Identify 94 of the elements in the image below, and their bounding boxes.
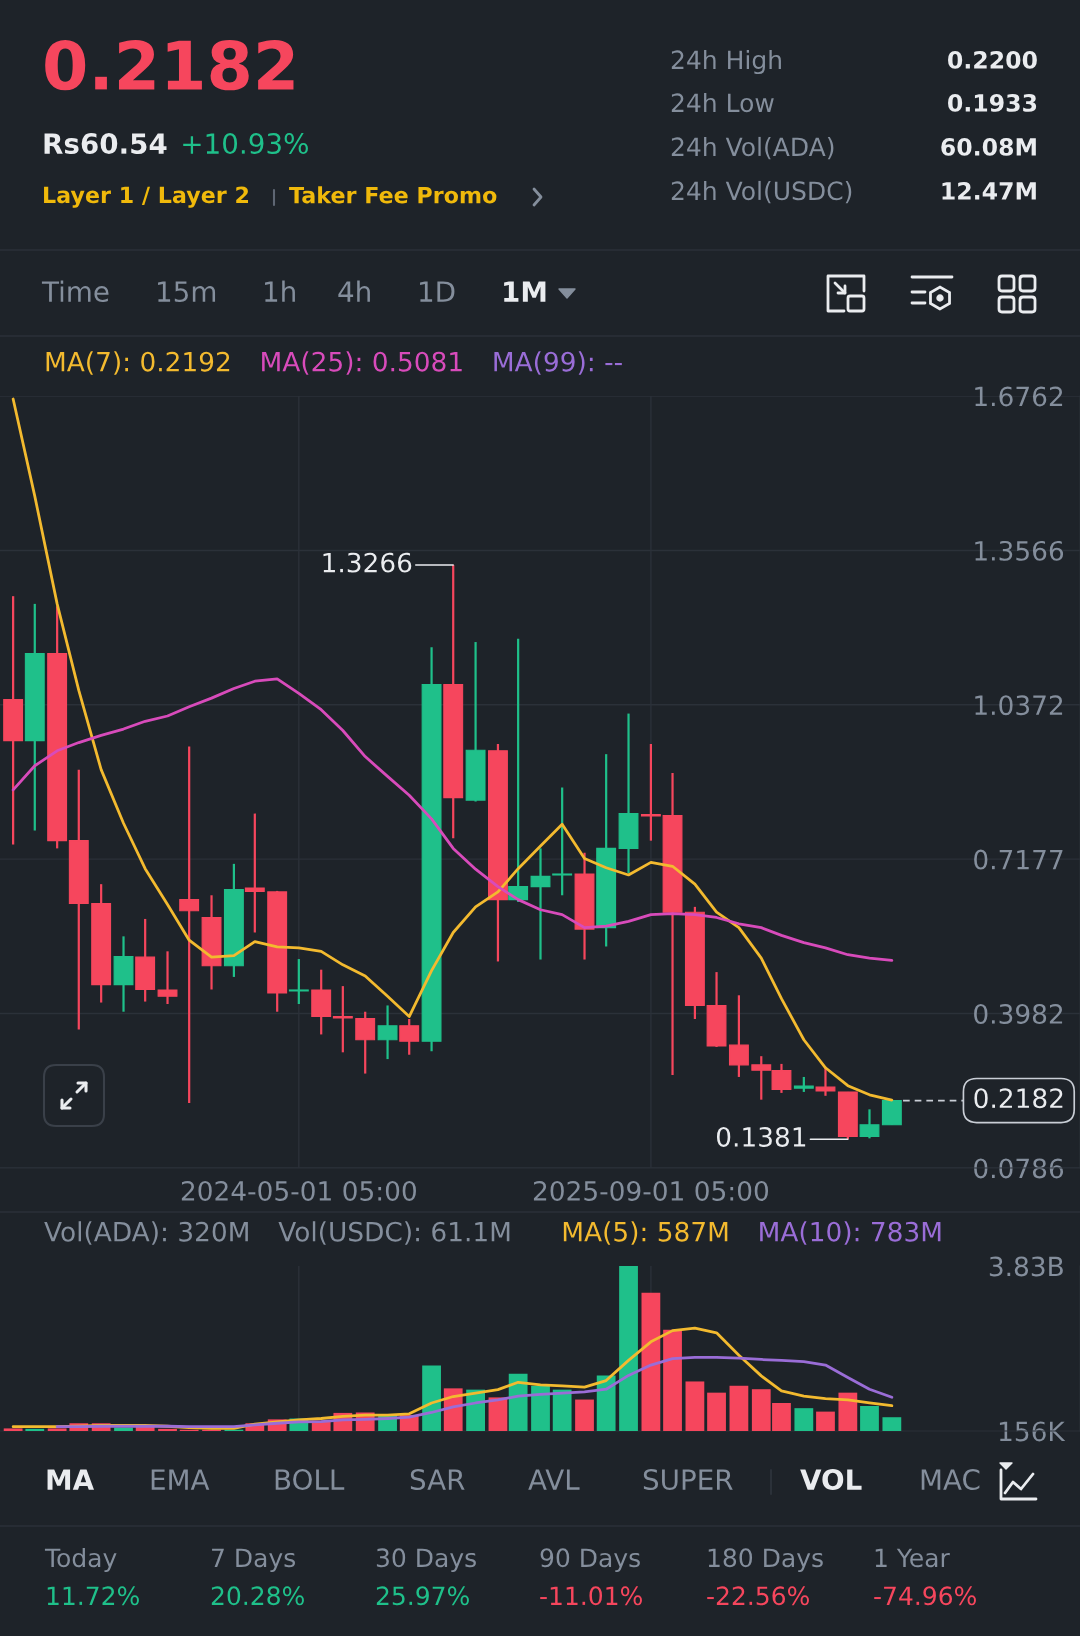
candlestick — [355, 1010, 376, 1075]
text: -22.56% — [707, 1586, 809, 1606]
bar — [3, 1428, 23, 1431]
text: Vol(USDC): 61.1M — [278, 1221, 510, 1245]
text: 1h — [265, 280, 295, 302]
text: 180 Days — [708, 1548, 823, 1573]
text: Time — [41, 280, 109, 303]
text: 4h — [338, 280, 370, 302]
text: Layer 1 / Layer 2 — [44, 186, 249, 208]
text: 15m — [158, 281, 216, 303]
text: Rs60.54 — [44, 133, 167, 155]
text: 60.08M — [941, 137, 1036, 156]
text: -74.96% — [874, 1586, 976, 1606]
text: 24h Vol(USDC) — [671, 180, 852, 204]
bar — [158, 1428, 177, 1431]
text: MA(10): 783M — [760, 1221, 941, 1245]
bar — [422, 1365, 441, 1431]
text: +10.93% — [183, 133, 308, 155]
text: 11.72% — [47, 1586, 139, 1606]
ref-line-label: 0.2182 — [974, 1088, 1063, 1109]
text: MAC — [921, 1469, 980, 1491]
text: 12.47M — [942, 181, 1036, 200]
series-label: MA(7): 0.2192 — [46, 351, 230, 375]
candlestick — [399, 1017, 420, 1056]
bar — [816, 1411, 835, 1431]
text: AVL — [528, 1469, 580, 1490]
text: 1D — [420, 281, 455, 302]
text: Taker Fee Promo — [289, 186, 497, 204]
text: MA(25): 0.5081 — [262, 351, 462, 375]
text: SUPER — [643, 1469, 733, 1491]
candlestick — [179, 745, 200, 1105]
bar — [552, 1389, 572, 1431]
bar — [641, 1292, 661, 1431]
y-tick-label: 1.6762 — [975, 386, 1063, 407]
text: 0.2182 — [45, 39, 294, 91]
bar — [575, 1399, 594, 1431]
text: VOL — [800, 1469, 862, 1491]
annotation: 1.3266 — [323, 552, 412, 573]
candlestick — [244, 812, 265, 934]
bar — [838, 1392, 858, 1431]
bar — [508, 1373, 528, 1431]
y-tick-label: 0.3982 — [974, 1004, 1063, 1024]
text: 24h Low — [671, 92, 774, 113]
text: 7 Days — [212, 1548, 296, 1573]
text: 1 Year — [875, 1548, 950, 1568]
y-tick-label: 1.0372 — [975, 695, 1063, 716]
candlestick — [377, 1004, 398, 1061]
candlestick — [157, 950, 178, 1006]
text: 0.1933 — [948, 93, 1037, 112]
text: 0.2200 — [948, 50, 1037, 69]
candlestick — [530, 847, 551, 961]
bar — [707, 1392, 726, 1431]
candlestick — [552, 786, 573, 897]
text: -11.01% — [540, 1586, 642, 1606]
text: Vol(ADA): 320M — [44, 1221, 248, 1245]
y-tick-label: 156K — [999, 1421, 1066, 1442]
text: EMA — [151, 1469, 210, 1490]
line-series — [11, 397, 894, 1102]
text: 24h Vol(ADA) — [671, 136, 834, 160]
text: 20.28% — [211, 1586, 304, 1606]
annotation: 0.1381 — [716, 1126, 806, 1147]
bar — [531, 1385, 550, 1431]
bar — [663, 1329, 682, 1431]
bar — [685, 1381, 705, 1431]
text: MA — [47, 1469, 95, 1490]
candlestick — [859, 1108, 880, 1140]
bar — [619, 1266, 638, 1431]
x-tick-label: 2024-05-01 05:00 — [181, 1180, 416, 1201]
candlestick — [728, 994, 749, 1079]
bar — [794, 1408, 814, 1431]
candlestick — [288, 957, 309, 1006]
bar — [729, 1385, 749, 1431]
text: SAR — [410, 1469, 465, 1491]
text: 30 Days — [376, 1548, 476, 1573]
text: Today — [44, 1547, 117, 1573]
candlestick — [332, 985, 353, 1054]
y-tick-label: 0.0786 — [974, 1158, 1064, 1179]
bar — [882, 1417, 902, 1431]
text: 25.97% — [376, 1586, 469, 1606]
line-series — [55, 1355, 894, 1429]
text: MA(5): 587M — [563, 1221, 728, 1245]
bar — [47, 1428, 67, 1431]
y-tick-label: 3.83B — [989, 1256, 1063, 1277]
text: 24h High — [671, 49, 781, 75]
y-tick-label: 1.3566 — [975, 540, 1064, 561]
line-series — [11, 677, 894, 962]
x-tick-label: 2025-09-01 05:00 — [533, 1180, 769, 1201]
y-tick-label: 0.7177 — [974, 849, 1063, 870]
text: BOLL — [275, 1469, 345, 1491]
text: 1M — [504, 281, 546, 302]
bar — [860, 1406, 879, 1431]
text: 90 Days — [540, 1548, 640, 1573]
legend-label: MA(99): -- — [494, 351, 622, 375]
bar — [25, 1428, 45, 1431]
